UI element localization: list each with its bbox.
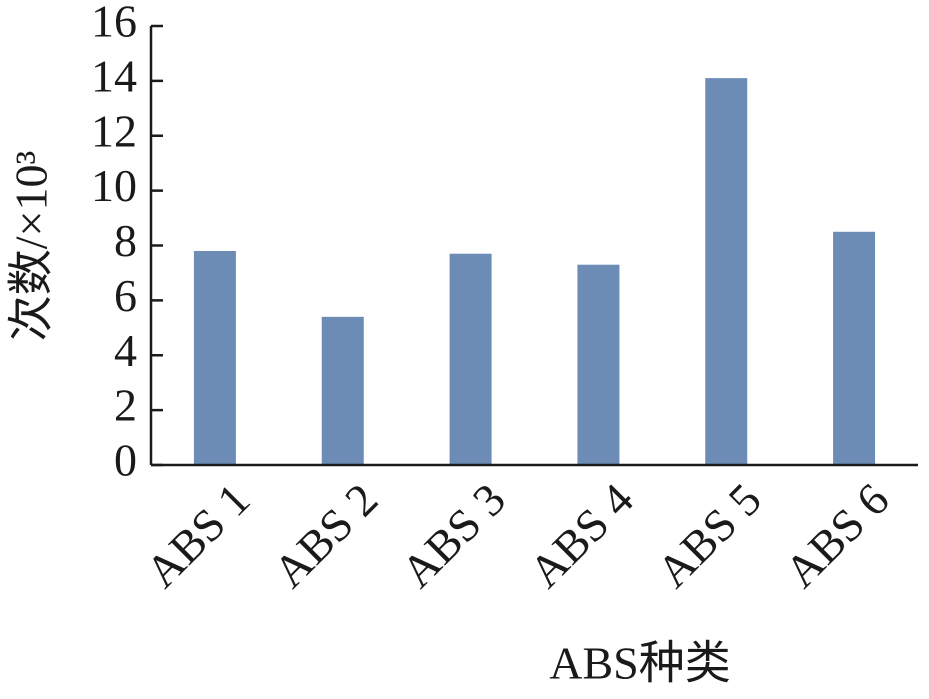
y-tick-label: 2 xyxy=(114,380,137,431)
bar xyxy=(577,264,620,465)
x-tick-label: ABS 3 xyxy=(391,473,515,597)
y-tick-label: 14 xyxy=(91,50,137,101)
x-tick-label: ABS 5 xyxy=(647,473,771,597)
x-tick-label: ABS 6 xyxy=(775,473,899,597)
bar xyxy=(321,316,364,465)
bar xyxy=(193,250,236,465)
y-axis-title: 次数/×10³ xyxy=(6,151,57,342)
y-tick-label: 4 xyxy=(114,325,137,376)
bar xyxy=(705,78,748,465)
bar xyxy=(833,231,876,465)
y-tick-label: 0 xyxy=(114,435,137,486)
x-tick-label: ABS 2 xyxy=(264,473,388,597)
x-axis-title: ABS种类 xyxy=(549,638,730,689)
x-tick-label: ABS 1 xyxy=(136,473,260,597)
y-tick-label: 10 xyxy=(91,160,137,211)
y-tick-label: 16 xyxy=(91,0,137,47)
y-tick-label: 6 xyxy=(114,270,137,321)
bar xyxy=(449,253,492,465)
x-tick-label: ABS 4 xyxy=(519,473,643,597)
y-tick-label: 8 xyxy=(114,215,137,266)
y-tick-label: 12 xyxy=(91,105,137,156)
